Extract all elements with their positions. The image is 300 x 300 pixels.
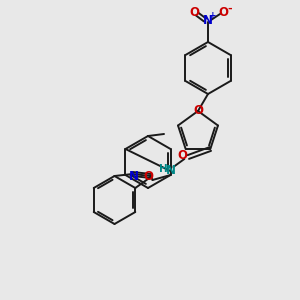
Text: O: O	[189, 5, 199, 19]
Text: N: N	[128, 169, 139, 182]
Text: O: O	[193, 103, 203, 116]
Text: O: O	[143, 169, 153, 182]
Text: O: O	[218, 5, 228, 19]
Text: H: H	[159, 164, 168, 174]
Text: N: N	[166, 164, 176, 178]
Text: +: +	[209, 11, 217, 20]
Text: -: -	[228, 4, 232, 14]
Text: N: N	[203, 14, 213, 28]
Text: O: O	[177, 149, 187, 163]
